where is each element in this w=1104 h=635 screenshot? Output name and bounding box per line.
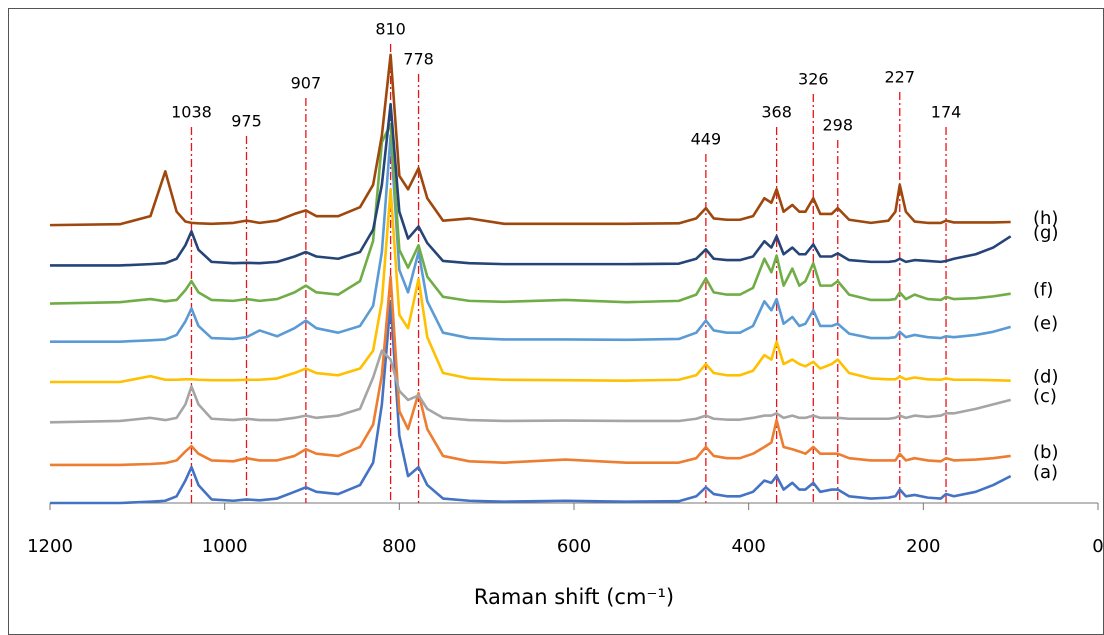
series-label: (g) [1033, 222, 1058, 243]
spectrum-line [50, 134, 1012, 343]
spectrum-line [49, 122, 1011, 305]
series-label: (c) [1033, 386, 1057, 407]
peak-label: 326 [798, 70, 829, 89]
x-tick-label: 1000 [202, 536, 248, 557]
spectrum-line [50, 300, 1012, 505]
peak-label: 1038 [171, 103, 212, 122]
spectrum-line [50, 102, 1012, 267]
spectrum-line [49, 53, 1011, 227]
series-label: (e) [1033, 313, 1058, 334]
series-label: (f) [1033, 280, 1053, 301]
x-axis-title: Raman shift (cm⁻¹) [474, 585, 674, 609]
spectrum-line [50, 187, 1011, 384]
series-label: (h) [1033, 208, 1058, 229]
peak-label: 907 [291, 74, 322, 93]
peak-label: 174 [931, 103, 962, 122]
peak-label: 810 [375, 20, 406, 39]
peak-label: 368 [761, 103, 792, 122]
series-label: (a) [1033, 462, 1058, 483]
peak-label: 227 [884, 68, 915, 87]
x-tick-label: 800 [382, 536, 416, 557]
peak-label: 778 [403, 50, 434, 69]
x-tick-label: 200 [906, 536, 940, 557]
peak-label: 975 [231, 112, 262, 131]
x-tick-label: 600 [557, 536, 591, 557]
x-tick-label: 1200 [27, 536, 73, 557]
spectrum-line [50, 275, 1011, 467]
peak-label: 449 [691, 130, 722, 149]
series-label: (d) [1033, 367, 1058, 388]
peak-label: 298 [822, 116, 853, 135]
x-tick-label: 0 [1092, 536, 1103, 557]
x-tick-label: 400 [731, 536, 765, 557]
spectrum-line [49, 349, 1011, 424]
series-label: (b) [1033, 442, 1058, 463]
